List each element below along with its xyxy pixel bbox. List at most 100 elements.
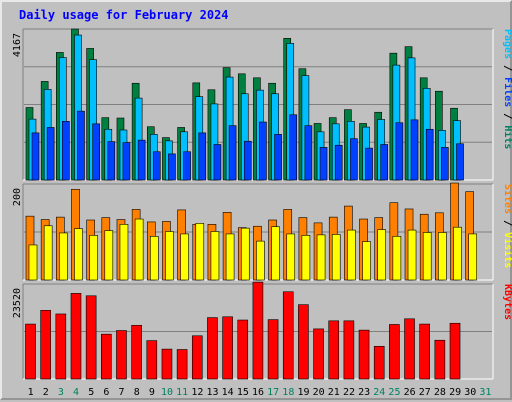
- bar-pages-day-3: [62, 120, 70, 181]
- bar-pages-day-6: [107, 141, 116, 181]
- bar-pages-day-12: [198, 132, 207, 181]
- x-tick-label-day-31: 31: [479, 387, 491, 398]
- bar-sites-day-7: [119, 224, 129, 281]
- bar-sites-day-4: [74, 228, 83, 281]
- bar-sites-day-30: [468, 233, 477, 281]
- x-tick-label-day-24: 24: [373, 387, 385, 398]
- bar-sites-day-15: [240, 227, 250, 281]
- bar-pages-day-7: [122, 142, 131, 181]
- legend-visits: Visits: [502, 232, 512, 268]
- bar-kbytes-day-25: [389, 324, 400, 380]
- bar-kbytes-day-14: [222, 316, 233, 380]
- bar-pages-day-15: [243, 140, 252, 181]
- bar-kbytes-day-15: [237, 319, 249, 380]
- bar-sites-day-5: [89, 235, 98, 281]
- bar-sites-day-13: [210, 231, 220, 281]
- bar-kbytes-day-21: [328, 320, 340, 380]
- legend-hits-files-pages: Pages / Files / Hits: [502, 29, 512, 149]
- x-tick-label-day-13: 13: [206, 387, 218, 398]
- bar-kbytes-day-4: [70, 293, 82, 380]
- x-tick-label-day-30: 30: [464, 387, 476, 398]
- x-tick-label-day-18: 18: [282, 387, 294, 398]
- bar-sites-day-6: [104, 230, 114, 281]
- bar-kbytes-day-26: [404, 318, 415, 380]
- bar-sites-day-27: [422, 232, 432, 281]
- bar-pages-day-1: [31, 132, 40, 181]
- bar-sites-day-18: [286, 233, 296, 281]
- bar-kbytes-day-10: [161, 348, 173, 380]
- bar-pages-day-13: [213, 144, 222, 181]
- bar-kbytes-day-24: [373, 345, 385, 380]
- legend-visits-sites: Sites / Visits: [502, 184, 512, 268]
- bar-sites-day-19: [301, 235, 311, 281]
- bar-sites-day-1: [28, 244, 38, 281]
- y-max-label: 4167: [12, 33, 23, 57]
- x-tick-label-day-1: 1: [28, 387, 34, 398]
- bar-sites-day-20: [316, 234, 326, 281]
- bar-kbytes-day-18: [282, 291, 294, 380]
- bar-sites-day-22: [347, 229, 356, 281]
- legend-sites: Sites: [502, 184, 512, 214]
- bar-pages-day-16: [259, 121, 267, 181]
- x-tick-label-day-16: 16: [252, 387, 264, 398]
- x-tick-label-day-7: 7: [119, 387, 125, 398]
- x-tick-label-day-6: 6: [103, 387, 109, 398]
- x-tick-label-day-20: 20: [313, 387, 325, 398]
- bar-sites-day-10: [165, 231, 174, 281]
- bar-pages-day-26: [410, 119, 419, 181]
- bar-kbytes-day-1: [25, 323, 36, 380]
- bar-kbytes-day-9: [146, 340, 158, 380]
- x-tick-label-day-5: 5: [88, 387, 94, 398]
- legend-separator: /: [502, 59, 512, 77]
- x-tick-label-day-29: 29: [449, 387, 461, 398]
- x-tick-label-day-10: 10: [161, 387, 173, 398]
- x-tick-label-day-15: 15: [237, 387, 249, 398]
- x-tick-label-day-22: 22: [343, 387, 355, 398]
- bar-kbytes-day-17: [267, 319, 279, 380]
- x-tick-label-day-8: 8: [134, 387, 140, 398]
- bar-kbytes-day-13: [207, 317, 218, 380]
- bar-kbytes-day-28: [434, 339, 446, 380]
- x-tick-label-day-23: 23: [358, 387, 370, 398]
- bar-sites-day-28: [438, 232, 447, 281]
- bar-pages-day-19: [304, 125, 313, 181]
- bar-kbytes-day-27: [419, 323, 430, 380]
- bar-pages-day-11: [183, 151, 191, 181]
- bar-pages-day-28: [441, 147, 449, 181]
- bar-pages-day-24: [380, 144, 389, 181]
- bar-kbytes-day-19: [298, 304, 309, 380]
- x-tick-label-day-11: 11: [176, 387, 188, 398]
- bar-sites-day-12: [195, 223, 205, 281]
- x-tick-label-day-12: 12: [191, 387, 203, 398]
- bar-sites-day-14: [225, 233, 235, 281]
- y-max-label: 200: [12, 188, 23, 206]
- bar-kbytes-day-11: [176, 349, 188, 380]
- legend-separator: /: [502, 107, 512, 125]
- bar-pages-day-2: [46, 127, 55, 181]
- x-tick-label-day-27: 27: [419, 387, 431, 398]
- bar-pages-day-8: [137, 139, 146, 181]
- bar-sites-day-26: [407, 229, 417, 281]
- bar-pages-day-20: [319, 147, 328, 181]
- bar-sites-day-9: [149, 236, 159, 281]
- x-tick-label-day-14: 14: [222, 387, 234, 398]
- bar-kbytes-day-20: [313, 328, 324, 380]
- bar-pages-day-18: [289, 114, 298, 181]
- x-tick-label-day-19: 19: [297, 387, 309, 398]
- bar-sites-day-24: [377, 229, 387, 281]
- bar-pages-day-9: [152, 151, 161, 181]
- bar-sites-day-23: [362, 241, 371, 281]
- bar-sites-day-29: [453, 226, 462, 281]
- bar-kbytes-day-12: [191, 335, 203, 380]
- bar-pages-day-5: [92, 123, 100, 181]
- x-tick-label-day-17: 17: [267, 387, 279, 398]
- legend-separator: /: [502, 214, 512, 232]
- bar-pages-day-14: [228, 125, 237, 181]
- bar-kbytes-day-5: [85, 295, 97, 380]
- x-tick-label-day-21: 21: [328, 387, 340, 398]
- x-tick-label-day-26: 26: [404, 387, 416, 398]
- bar-sites-day-8: [134, 218, 144, 281]
- legend-kbytes: KBytes: [502, 284, 512, 320]
